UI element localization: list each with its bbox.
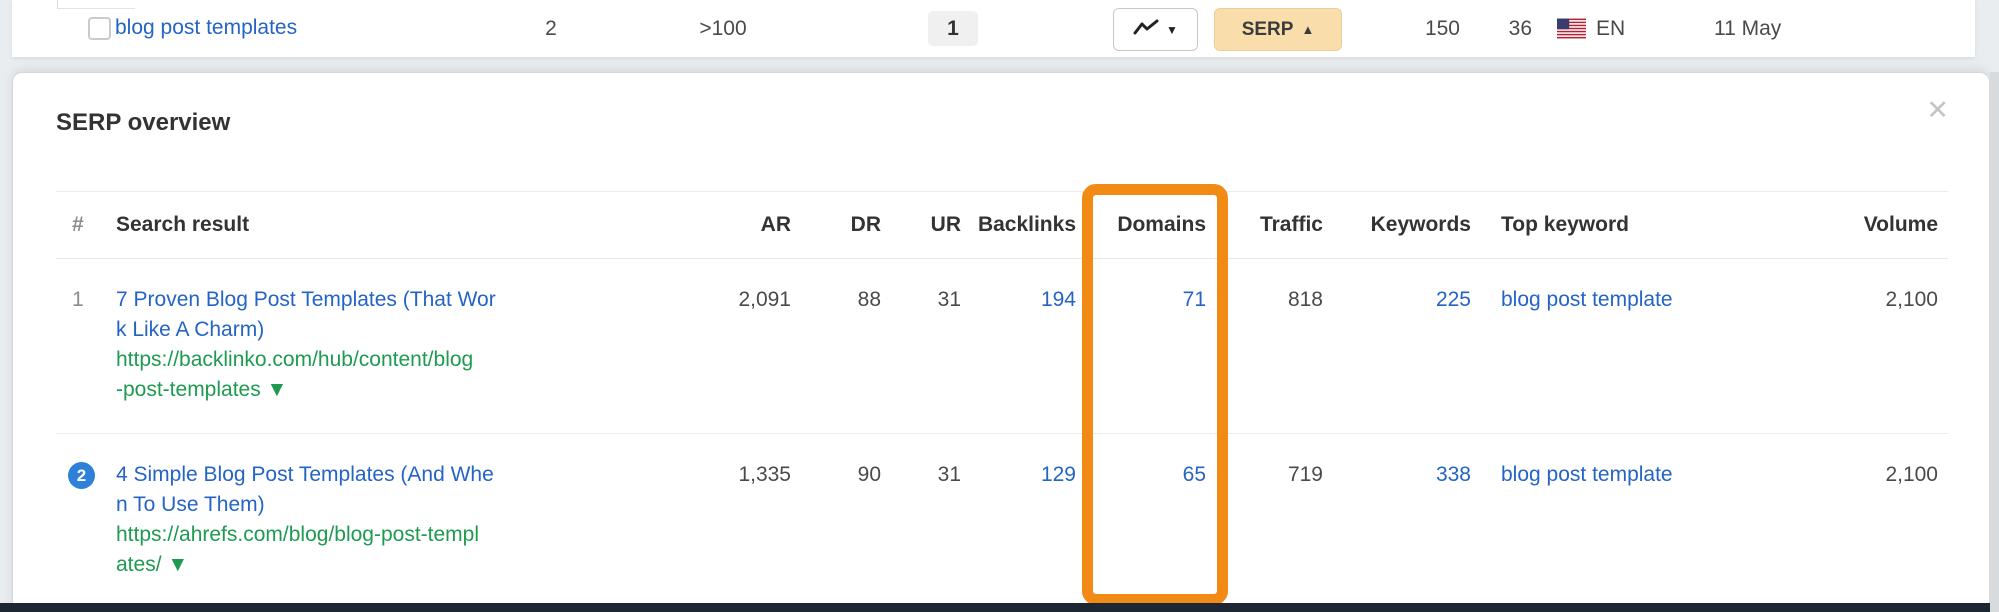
keyword-table-row: blog post templates 2 >100 1 ▼ SERP ▲ 15… <box>12 0 1975 57</box>
result-ar: 1,335 <box>738 463 791 486</box>
result-keywords-link[interactable]: 338 <box>1435 463 1471 486</box>
us-flag-icon <box>1557 18 1586 39</box>
keyword-position-badge: 1 <box>928 11 978 46</box>
table-header-row: # Search result AR DR UR Backlinks Domai… <box>56 191 1948 259</box>
keyword-updated-value: 11 May <box>1714 17 1782 40</box>
result-traffic: 818 <box>1287 288 1323 311</box>
row-divider <box>57 0 135 9</box>
result-backlinks-link[interactable]: 129 <box>1040 463 1076 486</box>
result-traffic: 719 <box>1287 463 1323 486</box>
result-top-keyword-link[interactable]: blog post template <box>1501 463 1673 486</box>
result-backlinks-link[interactable]: 194 <box>1040 288 1076 311</box>
keyword-volume-value: 150 <box>1424 17 1460 40</box>
serp-results-table: # Search result AR DR UR Backlinks Domai… <box>56 191 1948 604</box>
serp-overview-panel: SERP overview ✕ # Search result AR DR UR… <box>12 72 1990 612</box>
result-ur: 31 <box>937 288 961 311</box>
result-volume: 2,100 <box>1885 288 1938 311</box>
result-domains-link[interactable]: 71 <box>1182 288 1206 311</box>
trend-line-icon <box>1133 19 1159 40</box>
panel-title: SERP overview <box>56 109 231 136</box>
result-dr: 90 <box>857 463 881 486</box>
result-url-link[interactable]: https://backlinko.com/hub/content/blog -… <box>116 348 474 401</box>
result-ar: 2,091 <box>738 288 791 311</box>
header-rank: # <box>72 213 84 236</box>
header-dr: DR <box>850 213 881 236</box>
keyword-cpc-value: >100 <box>699 17 747 40</box>
header-volume: Volume <box>1863 213 1938 236</box>
scrollbar-track[interactable] <box>1990 72 1999 612</box>
result-url-link[interactable]: https://ahrefs.com/blog/blog-post-templ … <box>116 523 480 576</box>
result-rank: 1 <box>72 288 84 311</box>
header-top-keyword: Top keyword <box>1501 213 1629 236</box>
header-keywords: Keywords <box>1370 213 1471 236</box>
result-rank-badge: 2 <box>68 462 95 489</box>
result-volume: 2,100 <box>1885 463 1938 486</box>
table-row: 2 4 Simple Blog Post Templates (And Whe … <box>56 434 1948 604</box>
chevron-up-icon: ▲ <box>1301 22 1315 37</box>
table-row: 1 7 Proven Blog Post Templates (That Wor… <box>56 259 1948 434</box>
keyword-kd-value: 2 <box>545 17 557 40</box>
serp-button-label: SERP <box>1241 18 1294 40</box>
keyword-checkbox[interactable] <box>88 17 111 40</box>
result-top-keyword-link[interactable]: blog post template <box>1501 288 1673 311</box>
result-title-link[interactable]: 7 Proven Blog Post Templates (That Wor k… <box>116 288 496 341</box>
result-ur: 31 <box>937 463 961 486</box>
header-backlinks: Backlinks <box>977 213 1076 236</box>
header-traffic: Traffic <box>1259 213 1323 236</box>
result-domains-link[interactable]: 65 <box>1182 463 1206 486</box>
keyword-language-value: EN <box>1596 17 1626 40</box>
result-title-link[interactable]: 4 Simple Blog Post Templates (And Whe n … <box>116 463 494 516</box>
header-ur: UR <box>930 213 961 236</box>
trend-chart-button[interactable]: ▼ <box>1113 8 1198 51</box>
close-icon[interactable]: ✕ <box>1926 95 1949 125</box>
serp-toggle-button[interactable]: SERP ▲ <box>1214 8 1342 51</box>
result-keywords-link[interactable]: 225 <box>1435 288 1471 311</box>
header-domains: Domains <box>1117 213 1206 236</box>
keyword-link[interactable]: blog post templates <box>115 16 298 39</box>
chevron-down-icon: ▼ <box>1166 22 1178 37</box>
header-ar: AR <box>760 213 791 236</box>
header-search-result: Search result <box>116 213 250 236</box>
result-dr: 88 <box>857 288 881 311</box>
keyword-clicks-value: 36 <box>1508 17 1532 40</box>
bottom-edge-bar <box>0 603 1990 612</box>
